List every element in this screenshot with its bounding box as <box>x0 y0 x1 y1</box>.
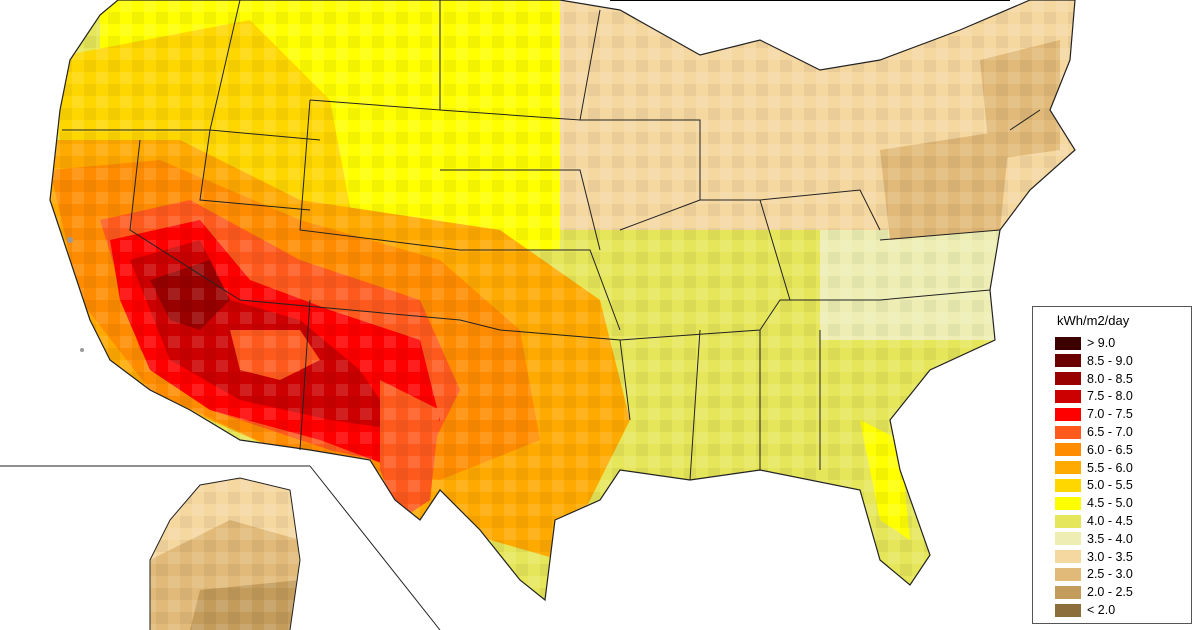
legend-label: 5.0 - 5.5 <box>1087 478 1133 493</box>
legend-item: 7.5 - 8.0 <box>1055 388 1133 404</box>
legend-swatch <box>1055 407 1081 421</box>
legend-label: 4.5 - 5.0 <box>1087 496 1133 511</box>
legend-item: 5.0 - 5.5 <box>1055 477 1133 493</box>
legend-swatch <box>1055 496 1081 510</box>
legend-swatch <box>1055 336 1081 350</box>
legend-item: 3.0 - 3.5 <box>1055 549 1133 565</box>
legend-swatch <box>1055 514 1081 528</box>
legend-swatch <box>1055 585 1081 599</box>
legend-item: 6.5 - 7.0 <box>1055 424 1133 440</box>
legend-label: 5.5 - 6.0 <box>1087 460 1133 475</box>
legend-item: > 9.0 <box>1055 335 1115 351</box>
legend-swatch <box>1055 372 1081 386</box>
legend-swatch <box>1055 478 1081 492</box>
legend-swatch <box>1055 603 1081 617</box>
legend-label: > 9.0 <box>1087 336 1116 350</box>
legend-item: 2.0 - 2.5 <box>1055 584 1133 600</box>
legend-swatch <box>1055 425 1081 439</box>
legend-item: 6.0 - 6.5 <box>1055 442 1133 458</box>
inset-divider-diagonal <box>309 465 441 630</box>
legend-label: 7.5 - 8.0 <box>1087 389 1133 404</box>
legend-label: 4.0 - 4.5 <box>1087 514 1133 528</box>
legend-item: < 2.0 <box>1055 602 1115 618</box>
legend-label: 2.0 - 2.5 <box>1087 585 1133 600</box>
state-borders <box>49 0 1076 602</box>
legend-label: 8.0 - 8.5 <box>1087 371 1133 386</box>
legend-label: 8.5 - 9.0 <box>1087 353 1133 368</box>
legend-swatch <box>1055 550 1081 564</box>
legend-item: 3.5 - 4.0 <box>1055 531 1133 547</box>
legend-label: 3.5 - 4.0 <box>1087 531 1133 546</box>
legend-item: 2.5 - 3.0 <box>1055 566 1133 582</box>
legend-swatch <box>1055 354 1081 368</box>
legend-swatch <box>1055 532 1081 546</box>
legend-item: 7.0 - 7.5 <box>1055 406 1133 422</box>
legend-swatch <box>1055 567 1081 581</box>
legend-item: 4.5 - 5.0 <box>1055 495 1133 511</box>
legend-item: 4.0 - 4.5 <box>1055 513 1133 529</box>
legend-swatch <box>1055 443 1081 457</box>
legend: kWh/m2/day > 9.0 8.5 - 9.0 8.0 - 8.5 7.5 - … <box>1032 306 1192 624</box>
legend-label: < 2.0 <box>1087 603 1116 617</box>
legend-label: 6.0 - 6.5 <box>1087 442 1133 457</box>
legend-label: 2.5 - 3.0 <box>1087 567 1133 582</box>
legend-swatch <box>1055 389 1081 403</box>
legend-item: 5.5 - 6.0 <box>1055 460 1133 476</box>
legend-label: 6.5 - 7.0 <box>1087 425 1133 439</box>
legend-title: kWh/m2/day <box>1057 313 1130 328</box>
legend-item: 8.0 - 8.5 <box>1055 371 1133 387</box>
legend-label: 7.0 - 7.5 <box>1087 407 1133 422</box>
legend-label: 3.0 - 3.5 <box>1087 549 1133 564</box>
hawaii-islands <box>67 237 84 352</box>
top-frame-line <box>610 0 1010 1</box>
legend-item: 8.5 - 9.0 <box>1055 353 1133 369</box>
legend-swatch <box>1055 461 1081 475</box>
alaska-inset <box>149 477 301 630</box>
